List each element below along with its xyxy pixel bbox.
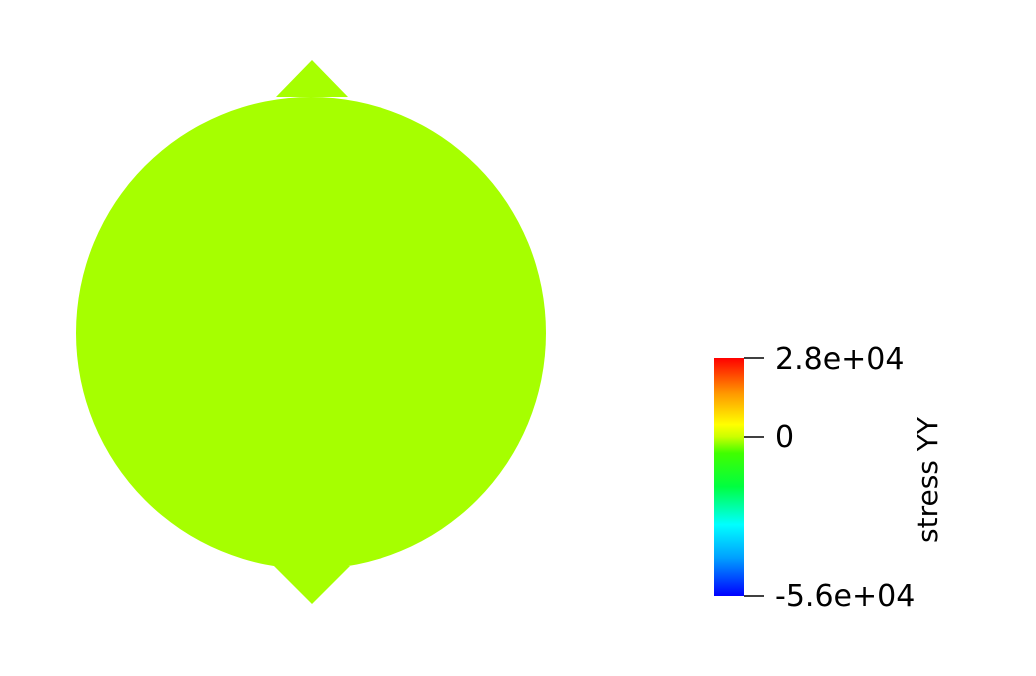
top-platen xyxy=(276,60,348,97)
label-min: -5.6e+04 xyxy=(775,579,915,614)
label-mid: 0 xyxy=(775,420,794,455)
specimen xyxy=(76,60,546,604)
disk xyxy=(76,97,546,569)
bottom-platen xyxy=(274,566,350,604)
colorbar-gradient xyxy=(714,358,744,596)
color-legend: 2.8e+04 0 -5.6e+04 stress YY xyxy=(714,342,944,614)
colorbar-title: stress YY xyxy=(911,416,944,543)
label-max: 2.8e+04 xyxy=(775,342,904,377)
